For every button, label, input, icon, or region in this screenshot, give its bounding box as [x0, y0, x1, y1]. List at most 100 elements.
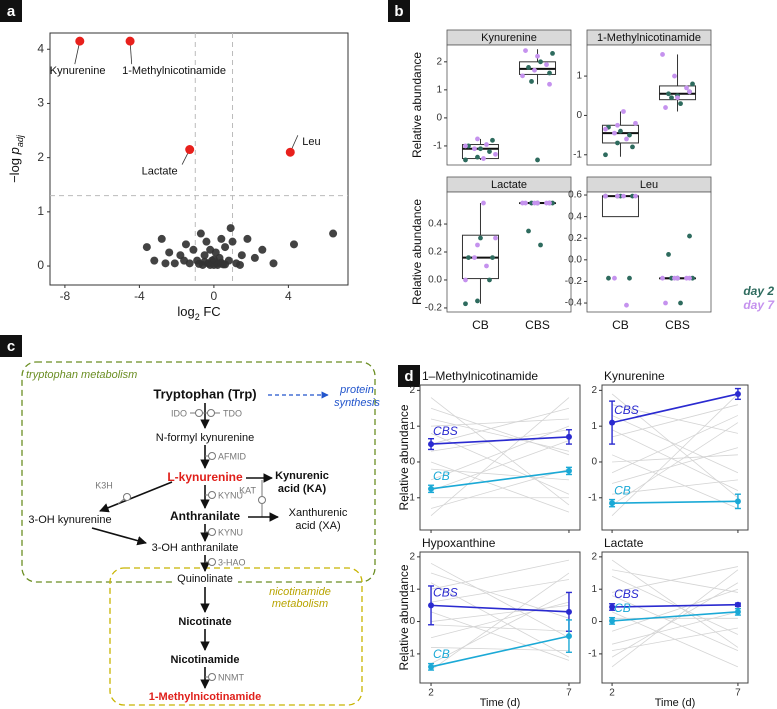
background-line — [611, 429, 739, 491]
point-label: Lactate — [142, 165, 178, 177]
x-tick-label: -8 — [60, 289, 71, 303]
point — [475, 136, 480, 142]
background-line — [611, 569, 739, 668]
panel-label: c — [7, 338, 15, 355]
enzyme: TDO — [223, 408, 242, 418]
point — [181, 240, 190, 249]
point — [481, 200, 486, 206]
node: acid (KA) — [278, 483, 327, 495]
x-axis-label: Time (d) — [480, 697, 521, 709]
point — [603, 126, 608, 132]
y-tick-label: 3 — [37, 96, 44, 110]
plot-frame — [419, 384, 581, 531]
region-label: tryptophan metabolism — [26, 369, 137, 381]
point — [484, 263, 489, 269]
background-line — [431, 624, 569, 632]
point — [475, 154, 480, 160]
y-tick-label: 0.2 — [428, 247, 442, 258]
point — [472, 146, 477, 152]
point — [565, 608, 572, 615]
y-tick-label: -1 — [406, 492, 415, 503]
node: Anthranilate — [170, 509, 240, 523]
node: Nicotinate — [178, 616, 231, 628]
point — [547, 81, 552, 87]
x-tick-label: CB — [472, 318, 489, 332]
node: 1-Methylnicotinamide — [149, 691, 261, 703]
node: Quinolinate — [177, 573, 233, 585]
point — [428, 441, 435, 448]
point — [523, 48, 528, 54]
y-axis-label-part: adj — [15, 134, 25, 147]
background-line — [611, 627, 739, 652]
y-tick-label: 0.2 — [568, 233, 582, 244]
point — [532, 67, 537, 73]
y-tick-label: 2 — [409, 385, 415, 396]
x-axis-label-part: FC — [200, 304, 221, 319]
series-label: CBS — [614, 403, 639, 417]
background-line — [430, 611, 570, 661]
point — [609, 603, 616, 610]
y-tick-label: -1 — [433, 141, 442, 152]
enzyme: AFMID — [218, 451, 246, 461]
point-label: Kynurenine — [50, 65, 106, 77]
point — [621, 109, 626, 114]
region-label: nicotinamide — [269, 586, 331, 598]
point — [565, 433, 572, 440]
highlight-point — [185, 145, 195, 155]
background-line — [431, 418, 569, 427]
series-line — [430, 635, 570, 668]
background-line — [612, 479, 738, 495]
x-tick-label: 2 — [428, 688, 434, 699]
point — [615, 193, 620, 199]
point — [615, 140, 620, 146]
node: acid (XA) — [295, 520, 340, 532]
point — [200, 251, 209, 260]
side-label: synthesis — [334, 397, 380, 409]
point — [660, 275, 665, 281]
point — [538, 242, 543, 248]
background-line — [611, 447, 739, 484]
enzyme: KAT — [239, 485, 256, 495]
point — [627, 275, 632, 281]
enzyme: K3H — [95, 480, 113, 490]
series-label: CBS — [614, 587, 639, 601]
highlight-point — [285, 147, 295, 157]
series-line — [612, 500, 738, 504]
label-bg — [172, 572, 238, 586]
y-tick-label: -1 — [588, 492, 597, 503]
point — [678, 101, 683, 107]
y-tick-label: -0.2 — [425, 303, 443, 314]
y-tick-label: 0 — [576, 110, 582, 121]
enzyme-node — [258, 496, 266, 504]
background-line — [430, 468, 570, 509]
node: Nicotinamide — [170, 654, 239, 666]
series-line — [611, 393, 739, 424]
background-line — [430, 418, 570, 452]
y-tick-label: 1 — [37, 204, 44, 218]
y-tick-label: 0.4 — [568, 211, 582, 222]
series-label: CBS — [433, 586, 458, 600]
y-axis-label: Relative abundance — [397, 564, 411, 670]
background-line — [611, 415, 739, 474]
point — [672, 73, 677, 79]
point — [428, 602, 435, 609]
y-tick-label: 2 — [37, 150, 44, 164]
facet-title: Lactate — [491, 179, 527, 191]
point — [475, 242, 480, 248]
y-tick-label: 0.4 — [428, 219, 442, 230]
point — [478, 146, 483, 152]
point — [547, 200, 552, 206]
point — [678, 300, 683, 306]
box — [601, 195, 639, 218]
x-tick-label: 0 — [211, 289, 218, 303]
point — [487, 277, 492, 283]
point — [609, 617, 616, 624]
point — [189, 245, 198, 254]
node: Xanthurenic — [289, 507, 348, 519]
point — [520, 73, 525, 79]
x-tick-label: CB — [612, 318, 629, 332]
enzyme-node — [195, 409, 203, 417]
panel-label-box — [0, 0, 22, 22]
background-line — [612, 454, 738, 463]
y-tick-label: 1 — [409, 421, 415, 432]
